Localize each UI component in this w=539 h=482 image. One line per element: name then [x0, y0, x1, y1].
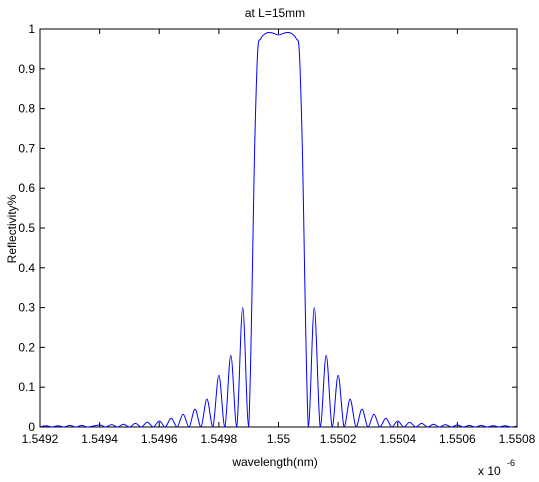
x-tick-label: 1.5508: [499, 432, 536, 446]
y-tick-label: 0.8: [18, 102, 35, 116]
x-tick-label: 1.55: [267, 432, 291, 446]
x-tick-label: 1.5506: [439, 432, 476, 446]
y-tick-label: 0.3: [18, 301, 35, 315]
y-tick-label: 0.7: [18, 141, 35, 155]
y-axis: 0 0.1 0.2 0.3 0.4 0.5 0.6 0.7 0.8 0.9 1: [18, 22, 517, 434]
x-tick-label: 1.5502: [320, 432, 357, 446]
x-exponent-power: -6: [507, 458, 515, 468]
y-tick-label: 1: [28, 22, 35, 36]
x-exponent-base: x 10: [478, 464, 501, 478]
x-tick-label: 1.5494: [81, 432, 118, 446]
reflectivity-series-line: [39, 31, 518, 428]
x-exponent-label: x 10 -6: [478, 458, 515, 478]
x-axis: 1.5492 1.5494 1.5496 1.5498 1.55 1.5502 1.5504…: [22, 29, 536, 446]
axes-box: [39, 28, 518, 428]
x-axis-label: wavelength(nm): [231, 455, 317, 469]
y-tick-label: 0.4: [18, 261, 35, 275]
x-tick-label: 1.5498: [201, 432, 238, 446]
y-tick-label: 0.2: [18, 340, 35, 354]
plot-area: [39, 28, 518, 428]
x-tick-label: 1.5492: [22, 432, 59, 446]
x-tick-label: 1.5496: [141, 432, 178, 446]
y-tick-label: 0: [28, 420, 35, 434]
chart-title: at L=15mm: [245, 6, 305, 20]
y-tick-label: 0.9: [18, 62, 35, 76]
y-tick-label: 0.1: [18, 380, 35, 394]
y-axis-label: Reflectivity%: [5, 194, 19, 263]
y-tick-label: 0.5: [18, 221, 35, 235]
x-tick-label: 1.5504: [379, 432, 416, 446]
y-tick-label: 0.6: [18, 181, 35, 195]
